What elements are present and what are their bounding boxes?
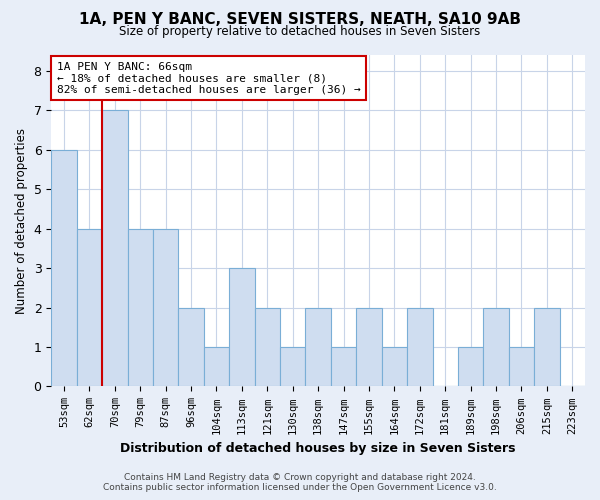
Bar — [331, 347, 356, 387]
Bar — [229, 268, 254, 386]
Bar — [77, 228, 102, 386]
Bar — [407, 308, 433, 386]
Bar — [178, 308, 204, 386]
Bar — [356, 308, 382, 386]
Bar — [305, 308, 331, 386]
Bar — [280, 347, 305, 387]
Bar — [204, 347, 229, 387]
Bar — [534, 308, 560, 386]
Bar — [382, 347, 407, 387]
Bar — [51, 150, 77, 386]
Bar — [509, 347, 534, 387]
Text: Size of property relative to detached houses in Seven Sisters: Size of property relative to detached ho… — [119, 25, 481, 38]
Bar — [102, 110, 128, 386]
Bar — [128, 228, 153, 386]
Bar — [153, 228, 178, 386]
Bar — [484, 308, 509, 386]
Bar — [254, 308, 280, 386]
Text: 1A PEN Y BANC: 66sqm
← 18% of detached houses are smaller (8)
82% of semi-detach: 1A PEN Y BANC: 66sqm ← 18% of detached h… — [56, 62, 361, 95]
Y-axis label: Number of detached properties: Number of detached properties — [15, 128, 28, 314]
Text: 1A, PEN Y BANC, SEVEN SISTERS, NEATH, SA10 9AB: 1A, PEN Y BANC, SEVEN SISTERS, NEATH, SA… — [79, 12, 521, 28]
Text: Contains HM Land Registry data © Crown copyright and database right 2024.
Contai: Contains HM Land Registry data © Crown c… — [103, 473, 497, 492]
Bar — [458, 347, 484, 387]
X-axis label: Distribution of detached houses by size in Seven Sisters: Distribution of detached houses by size … — [121, 442, 516, 455]
